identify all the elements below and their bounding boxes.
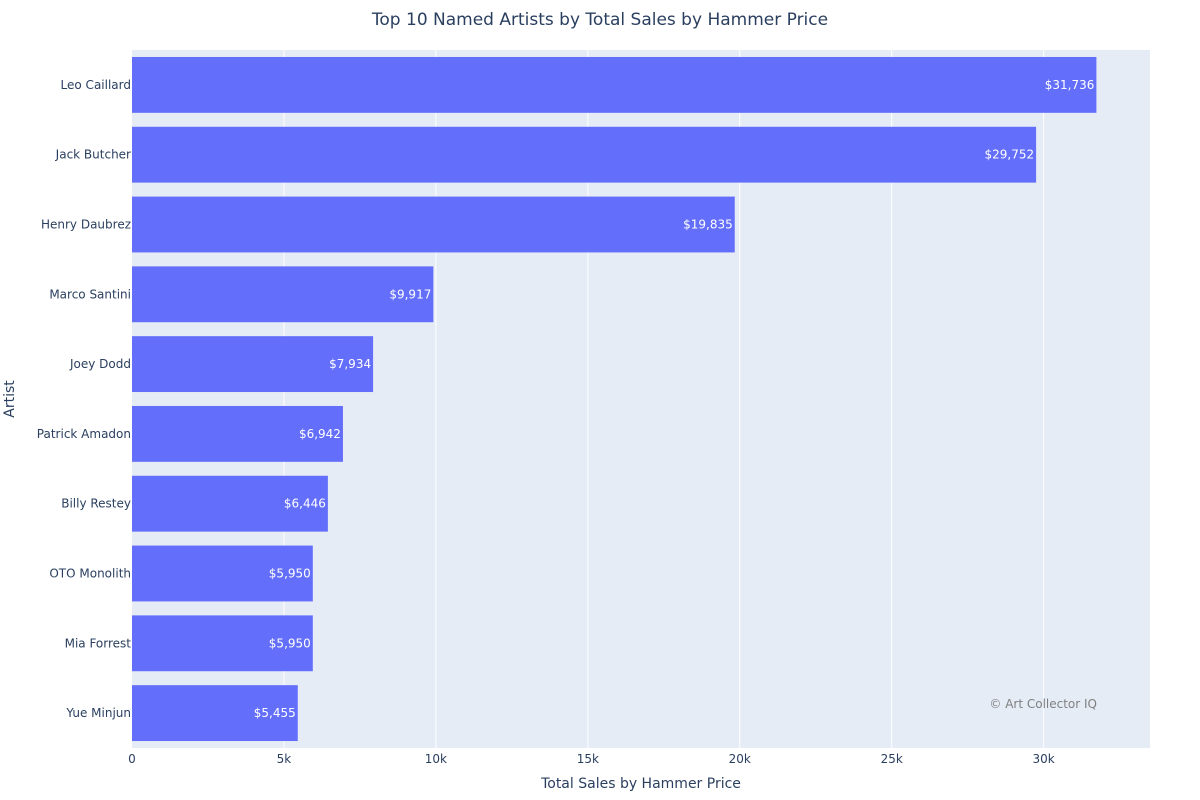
bar xyxy=(132,196,735,253)
copyright-annotation: © Art Collector IQ xyxy=(989,697,1097,711)
x-tick-label: 5k xyxy=(277,752,292,766)
y-tick-label: Patrick Amadon xyxy=(37,427,131,441)
bar-value-label: $6,942 xyxy=(299,427,341,441)
bar xyxy=(132,266,434,323)
y-tick-label: Mia Forrest xyxy=(65,636,132,650)
y-tick-label: Billy Restey xyxy=(61,497,131,511)
bar xyxy=(132,545,313,602)
bar-value-label: $7,934 xyxy=(329,357,371,371)
bar-value-label: $5,950 xyxy=(269,636,311,650)
x-tick-label: 15k xyxy=(577,752,599,766)
bar-value-label: $9,917 xyxy=(389,287,431,301)
x-tick-label: 0 xyxy=(128,752,136,766)
y-axis-title: Artist xyxy=(2,380,18,418)
bar xyxy=(132,615,313,672)
bar-value-label: $5,950 xyxy=(269,567,311,581)
y-tick-layer: Leo Caillard Jack Butcher Henry Daubrez Mar… xyxy=(37,78,131,720)
y-tick-label: OTO Monolith xyxy=(49,567,131,581)
bar-layer xyxy=(132,56,1097,742)
y-tick-label: Marco Santini xyxy=(49,287,131,301)
x-axis-title: Total Sales by Hammer Price xyxy=(540,776,741,792)
bar xyxy=(132,126,1037,183)
x-tick-layer: 0 5k 10k 15k 20k 25k 30k xyxy=(128,752,1055,766)
y-tick-label: Henry Daubrez xyxy=(41,218,131,232)
x-tick-label: 25k xyxy=(881,752,903,766)
bar-value-label: $31,736 xyxy=(1045,78,1095,92)
y-tick-label: Jack Butcher xyxy=(55,148,131,162)
bar-value-label: $19,835 xyxy=(683,218,733,232)
data-label-layer: $31,736 $29,752 $19,835 $9,917 $7,934 $6,942 $… xyxy=(254,78,1095,720)
bar-value-label: $5,455 xyxy=(254,706,296,720)
bar-value-label: $29,752 xyxy=(984,148,1034,162)
bar xyxy=(132,685,298,742)
bar xyxy=(132,475,328,532)
x-tick-label: 30k xyxy=(1033,752,1055,766)
bar-value-label: $6,446 xyxy=(284,497,326,511)
bar xyxy=(132,336,374,393)
y-tick-label: Leo Caillard xyxy=(61,78,131,92)
x-tick-label: 10k xyxy=(425,752,447,766)
bar xyxy=(132,405,343,462)
chart-title: Top 10 Named Artists by Total Sales by H… xyxy=(371,10,828,30)
y-tick-label: Yue Minjun xyxy=(65,706,131,720)
x-tick-label: 20k xyxy=(729,752,751,766)
y-tick-label: Joey Dodd xyxy=(69,357,131,371)
bar xyxy=(132,56,1097,113)
